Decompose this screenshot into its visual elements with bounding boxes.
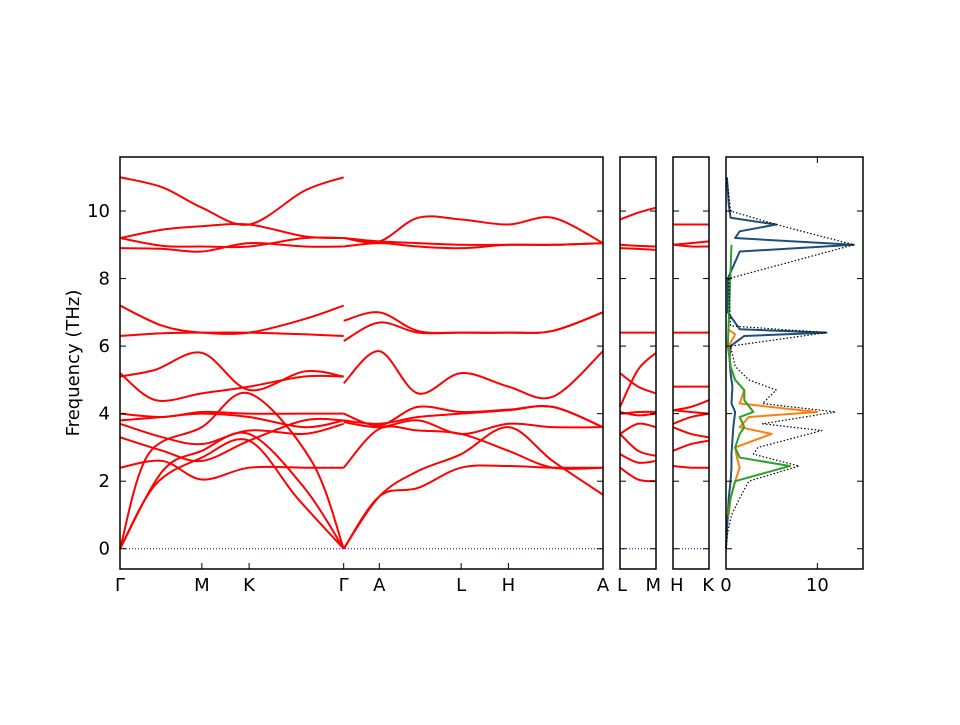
phonon-band-line	[619, 422, 657, 435]
phonon-band-line	[342, 350, 604, 400]
k-point-label: H	[502, 575, 516, 596]
phonon-band-line	[119, 391, 345, 550]
phonon-band-line	[119, 222, 344, 240]
phonon-band-line	[343, 215, 604, 245]
panel-frame	[725, 156, 864, 570]
phonon-band-line	[342, 426, 604, 550]
phonon-band-line	[119, 422, 344, 446]
y-tick-label: 2	[99, 471, 110, 492]
k-point-label: L	[617, 575, 627, 596]
k-point-label: K	[243, 575, 256, 596]
phonon-band-line	[672, 439, 710, 452]
panel-frame	[619, 156, 657, 570]
panel-frame	[672, 156, 710, 570]
y-tick-label: 8	[99, 269, 110, 290]
phonon-band-line	[619, 352, 657, 408]
phonon-band-line	[672, 240, 710, 246]
k-point-label: Γ	[115, 575, 125, 596]
y-tick-label: 6	[99, 336, 110, 357]
panel-frame	[119, 156, 604, 570]
k-point-label: Γ	[339, 575, 349, 596]
phonon-band-line	[119, 459, 344, 481]
phonon-band-line	[619, 243, 657, 248]
phonon-band-line	[343, 311, 604, 334]
dos-x-tick-label: 10	[806, 575, 829, 596]
phonon-band-line	[119, 304, 345, 335]
phonon-band-line	[343, 419, 604, 435]
y-tick-label: 4	[99, 404, 110, 425]
phonon-band-line	[619, 433, 657, 457]
phonon-band-line	[672, 412, 710, 425]
phonon-band-line	[672, 426, 710, 439]
dos-curve	[726, 244, 791, 516]
y-tick-label: 10	[87, 201, 110, 222]
phonon-band-line	[119, 176, 345, 226]
phonon-band-line	[672, 399, 710, 412]
k-point-label: H	[670, 575, 684, 596]
phonon-band-line	[619, 410, 657, 417]
k-point-label: A	[597, 575, 610, 596]
phonon-band-line	[619, 453, 657, 464]
phonon-band-line	[119, 331, 344, 337]
phonon-band-line	[619, 372, 657, 395]
phonon-band-line	[672, 465, 710, 469]
phonon-band-line	[343, 404, 604, 429]
y-tick-label: 0	[99, 539, 110, 560]
k-point-label: A	[373, 575, 386, 596]
phonon-band-line	[619, 206, 657, 221]
phonon-band-line	[119, 351, 344, 392]
phonon-band-line	[119, 417, 344, 463]
phonon-band-line	[119, 410, 344, 419]
phonon-band-line	[119, 372, 344, 402]
y-axis-label: Frequency (THz)	[63, 290, 84, 437]
phonon-band-line	[619, 247, 657, 251]
k-point-label: L	[456, 575, 466, 596]
k-point-label: K	[702, 575, 715, 596]
k-point-label: M	[194, 575, 210, 596]
dos-x-tick-label: 0	[720, 575, 731, 596]
k-point-label: M	[645, 575, 661, 596]
